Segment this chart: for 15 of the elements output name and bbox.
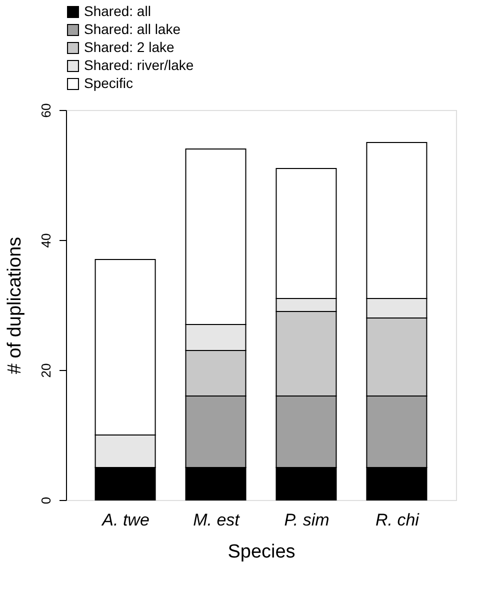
x-tick-label: R. chi <box>375 510 420 530</box>
legend-label: Shared: 2 lake <box>84 39 174 55</box>
y-tick-label: 40 <box>38 233 54 248</box>
legend-label: Shared: all lake <box>84 21 181 37</box>
legend-label: Shared: river/lake <box>84 57 194 73</box>
y-axis-title: # of duplications <box>4 236 26 374</box>
x-tick-label: M. est <box>193 510 241 530</box>
legend-label: Shared: all <box>84 3 151 19</box>
x-axis-title: Species <box>228 542 296 562</box>
y-tick-label: 0 <box>38 496 54 504</box>
y-tick-label: 20 <box>38 363 54 378</box>
x-tick-label: A. twe <box>101 510 150 530</box>
legend-label: Specific <box>84 75 134 91</box>
x-tick-label: P. sim <box>284 510 330 530</box>
y-tick-label: 60 <box>38 103 54 118</box>
